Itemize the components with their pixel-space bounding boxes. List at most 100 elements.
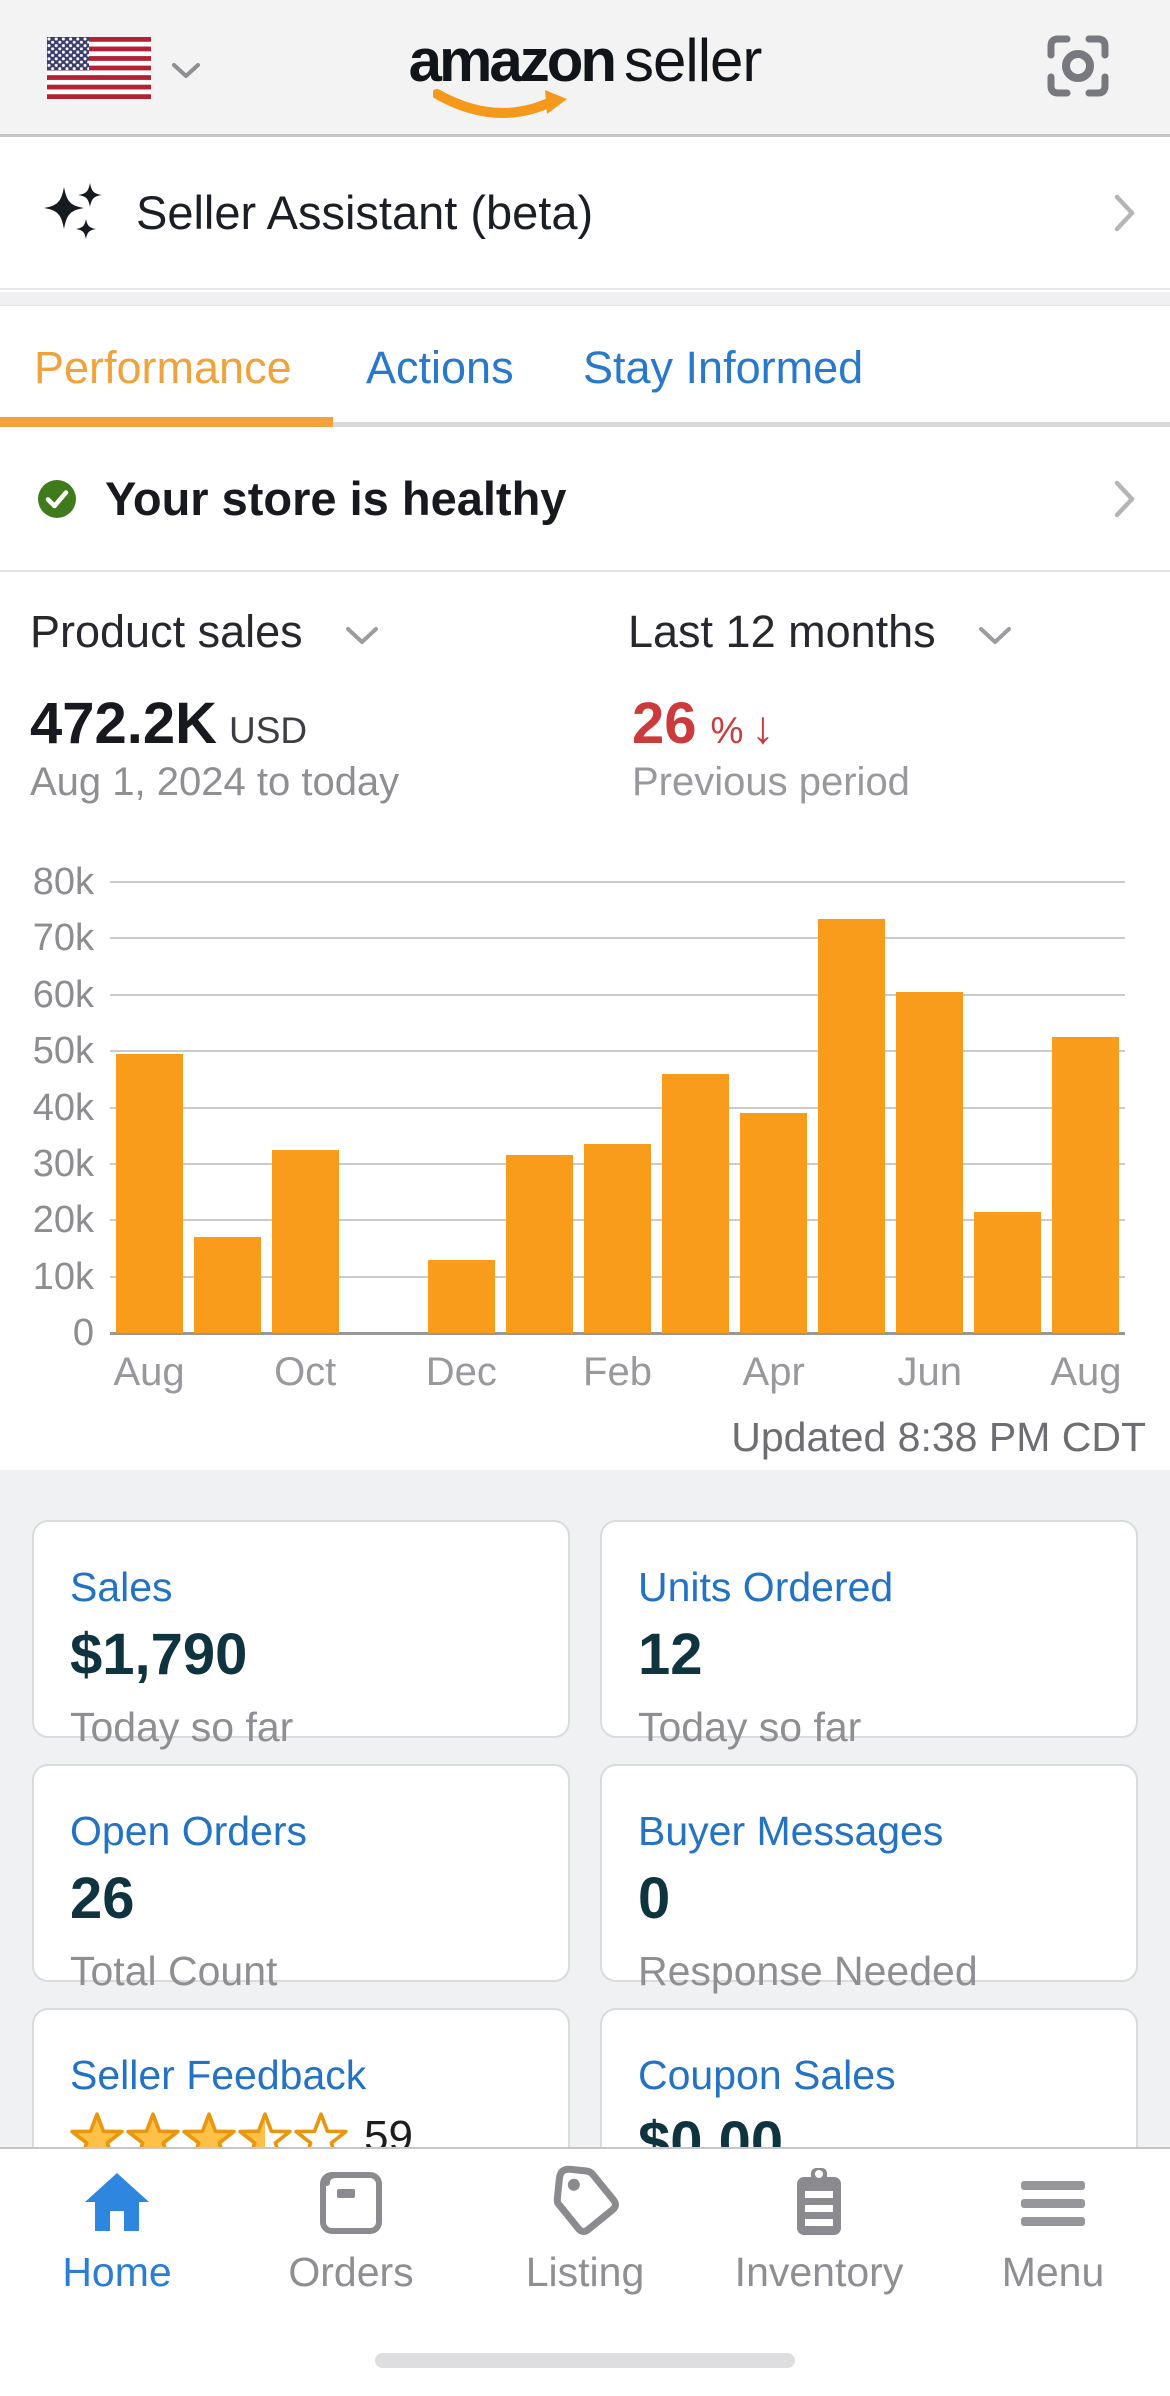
bar-jan: [505, 1155, 573, 1333]
nav-item-home[interactable]: Home: [0, 2149, 234, 2396]
scan-button[interactable]: [1042, 30, 1114, 107]
bar-apr: [740, 1113, 808, 1333]
card-title: Open Orders: [70, 1808, 307, 1854]
amazon-smile-icon: [432, 89, 567, 118]
sales-total-currency: USD: [229, 710, 308, 751]
nav-label: Inventory: [734, 2249, 904, 2295]
x-axis-label: Jun: [897, 1350, 963, 1394]
open-orders-card[interactable]: Open Orders 26 Total Count: [32, 1764, 570, 1994]
seller-feedback-card[interactable]: Seller Feedback 59: [32, 2008, 570, 2147]
card-value: 12: [638, 1622, 703, 1687]
app-header: amazon seller: [0, 0, 1170, 137]
sales-total-value: 472.2K: [30, 691, 218, 756]
nav-label: Home: [62, 2249, 172, 2295]
bar-jun: [896, 991, 964, 1333]
buyer-messages-card[interactable]: Buyer Messages 0 Response Needed: [600, 1764, 1138, 1994]
card-title: Seller Feedback: [70, 2052, 367, 2098]
period-selector[interactable]: Last 12 months: [628, 606, 1012, 658]
gridline: [110, 1331, 1125, 1335]
nav-label: Menu: [1001, 2249, 1105, 2295]
bar-dec: [427, 1259, 495, 1333]
sparkles-icon: [44, 182, 102, 239]
bar-mar: [662, 1073, 730, 1333]
bar-may: [818, 918, 886, 1333]
section-divider: [0, 292, 1170, 306]
full-star-icon: [182, 2112, 236, 2147]
card-value: $1,790: [70, 1622, 248, 1687]
card-value: $0.00: [638, 2110, 784, 2147]
us-flag-icon: [47, 37, 151, 99]
x-axis-label: Aug: [113, 1350, 185, 1394]
sales-summary-section: Product sales Last 12 months 472.2K USD A…: [0, 572, 1170, 860]
kpi-cards-section: Sales $1,790 Today so far Units Ordered …: [0, 1470, 1170, 2147]
amazon-seller-logo: amazon seller: [0, 26, 1170, 118]
listing-tag-icon: [553, 2165, 619, 2235]
healthy-check-icon: [38, 479, 76, 518]
card-title: Buyer Messages: [638, 1808, 944, 1854]
nav-item-orders[interactable]: Orders: [234, 2149, 468, 2396]
y-axis-label: 0: [72, 1312, 94, 1354]
seller-assistant-row[interactable]: Seller Assistant (beta): [0, 137, 1170, 290]
store-health-status: Your store is healthy: [105, 472, 567, 525]
sales-bar-chart: 0 10k 20k 30k 40k 50k 60k 70k 80k Aug Oct Dec Feb Apr…: [0, 860, 1170, 1412]
nav-item-listing[interactable]: Listing: [468, 2149, 702, 2396]
coupon-sales-card[interactable]: Coupon Sales $0.00: [600, 2008, 1138, 2147]
logo-seller-text: seller: [624, 27, 762, 94]
empty-star-icon: [294, 2112, 348, 2147]
nav-label: Orders: [288, 2249, 414, 2295]
card-value: 0: [638, 1866, 671, 1931]
sales-total: 472.2K USD: [30, 690, 307, 757]
sales-change-unit: %: [710, 710, 744, 751]
card-caption: Total Count: [70, 1948, 278, 1994]
gridline: [110, 937, 1125, 940]
home-indicator[interactable]: [375, 2353, 795, 2368]
bar-jul: [974, 1211, 1042, 1333]
y-axis-label: 70k: [32, 917, 94, 960]
units-ordered-card[interactable]: Units Ordered 12 Today so far: [600, 1520, 1138, 1750]
metric-selector[interactable]: Product sales: [30, 606, 379, 658]
card-title: Units Ordered: [638, 1564, 894, 1610]
x-axis-label: Apr: [742, 1350, 805, 1394]
nav-label: Listing: [525, 2249, 645, 2295]
trend-down-arrow-icon: ↓: [751, 701, 775, 753]
card-caption: Today so far: [70, 1704, 294, 1750]
inventory-clipboard-icon: [797, 2168, 841, 2235]
menu-hamburger-icon: [1021, 2181, 1085, 2226]
store-health-row[interactable]: Your store is healthy: [0, 427, 1170, 572]
full-star-icon: [70, 2112, 124, 2147]
tab-actions[interactable]: Actions: [366, 342, 514, 393]
card-title: Sales: [70, 1564, 173, 1610]
x-axis-label: Dec: [425, 1350, 497, 1394]
chevron-down-icon: [978, 627, 1011, 644]
star-rating: 59: [70, 2111, 532, 2147]
card-caption: Response Needed: [638, 1948, 978, 1994]
bar-oct: [271, 1149, 339, 1333]
sales-change-value: 26: [632, 691, 697, 756]
bar-aug: [1052, 1037, 1120, 1333]
active-tab-underline: [0, 417, 333, 427]
tab-performance[interactable]: Performance: [34, 342, 292, 393]
logo-amazon-text: amazon: [408, 27, 617, 94]
chevron-down-icon: [172, 63, 200, 78]
bar-feb: [584, 1144, 651, 1333]
nav-item-menu[interactable]: Menu: [936, 2149, 1170, 2396]
tab-stay-informed[interactable]: Stay Informed: [583, 342, 864, 393]
gridline: [110, 1106, 1125, 1109]
gridline: [110, 1050, 1125, 1053]
metric-selector-label: Product sales: [30, 606, 303, 657]
sales-card[interactable]: Sales $1,790 Today so far: [32, 1520, 570, 1750]
full-star-icon: [126, 2112, 180, 2147]
period-selector-label: Last 12 months: [628, 606, 936, 657]
y-axis-label: 10k: [32, 1255, 94, 1298]
gridline: [110, 881, 1125, 883]
last-updated-label: Updated 8:38 PM CDT: [731, 1414, 1146, 1460]
x-axis-label: Aug: [1050, 1350, 1122, 1394]
marketplace-flag-button[interactable]: [47, 37, 201, 99]
half-star-icon: [238, 2112, 292, 2147]
comparison-label: Previous period: [632, 760, 910, 804]
card-title: Coupon Sales: [638, 2052, 896, 2098]
sales-change: 26 % ↓: [632, 690, 774, 757]
nav-item-inventory[interactable]: Inventory: [702, 2149, 936, 2396]
y-axis-label: 80k: [32, 861, 94, 903]
